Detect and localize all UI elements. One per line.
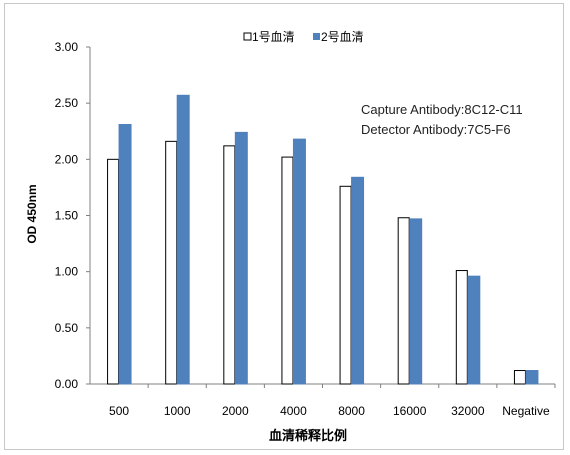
- x-tick-label: 500: [109, 404, 129, 418]
- y-tick-label: 1.50: [55, 209, 79, 223]
- x-tick-label: 8000: [338, 404, 365, 418]
- bar-series-1: [513, 370, 526, 385]
- bar-series-2: [234, 131, 248, 385]
- legend: 1号血清 2号血清: [243, 30, 364, 44]
- bar-series-1: [455, 270, 468, 385]
- bar-series-2: [409, 218, 423, 385]
- bar-series-2: [176, 94, 190, 385]
- y-tick-label: 2.50: [55, 96, 79, 110]
- bar-series-2: [292, 138, 306, 385]
- y-tick-label: 1.00: [55, 265, 79, 279]
- legend-label-series-2: 2号血清: [321, 30, 364, 44]
- annotation-capture-antibody: Capture Antibody:8C12-C11: [361, 102, 523, 117]
- y-tick-label: 0.50: [55, 321, 79, 335]
- y-tick-label: 0.00: [55, 377, 79, 391]
- bar-series-2: [118, 124, 132, 385]
- x-tick-label: 2000: [222, 404, 249, 418]
- x-tick-label: 1000: [164, 404, 191, 418]
- bar-series-1: [223, 145, 236, 385]
- x-tick-label: 16000: [393, 404, 427, 418]
- x-tick-label: Negative: [502, 404, 550, 418]
- bar-series-1: [165, 140, 178, 385]
- axes: 0.00 0.50 1.00 1.50 2.00 2.50 3.00 500 1000 2000 4…: [55, 40, 556, 418]
- bars: [107, 94, 539, 385]
- y-tick-label: 2.00: [55, 152, 79, 166]
- y-tick-label: 3.00: [55, 40, 79, 54]
- legend-swatch-series-1: [243, 32, 252, 41]
- legend-label-series-1: 1号血清: [252, 30, 295, 44]
- bar-series-1: [281, 156, 294, 385]
- bar-series-1: [397, 217, 410, 385]
- bar-series-2: [351, 176, 365, 385]
- chart-frame: [4, 3, 564, 450]
- x-tick-label: 4000: [280, 404, 307, 418]
- bar-series-1: [107, 158, 120, 385]
- y-axis-label: OD 450nm: [25, 184, 39, 243]
- annotation-detector-antibody: Detector Antibody:7C5-F6: [361, 122, 511, 137]
- x-axis-label: 血清稀释比例: [269, 428, 347, 443]
- x-tick-label: 32000: [451, 404, 485, 418]
- bar-series-2: [525, 370, 539, 385]
- bar-series-1: [339, 185, 352, 385]
- legend-swatch-series-2: [313, 33, 320, 40]
- bar-series-2: [467, 275, 481, 385]
